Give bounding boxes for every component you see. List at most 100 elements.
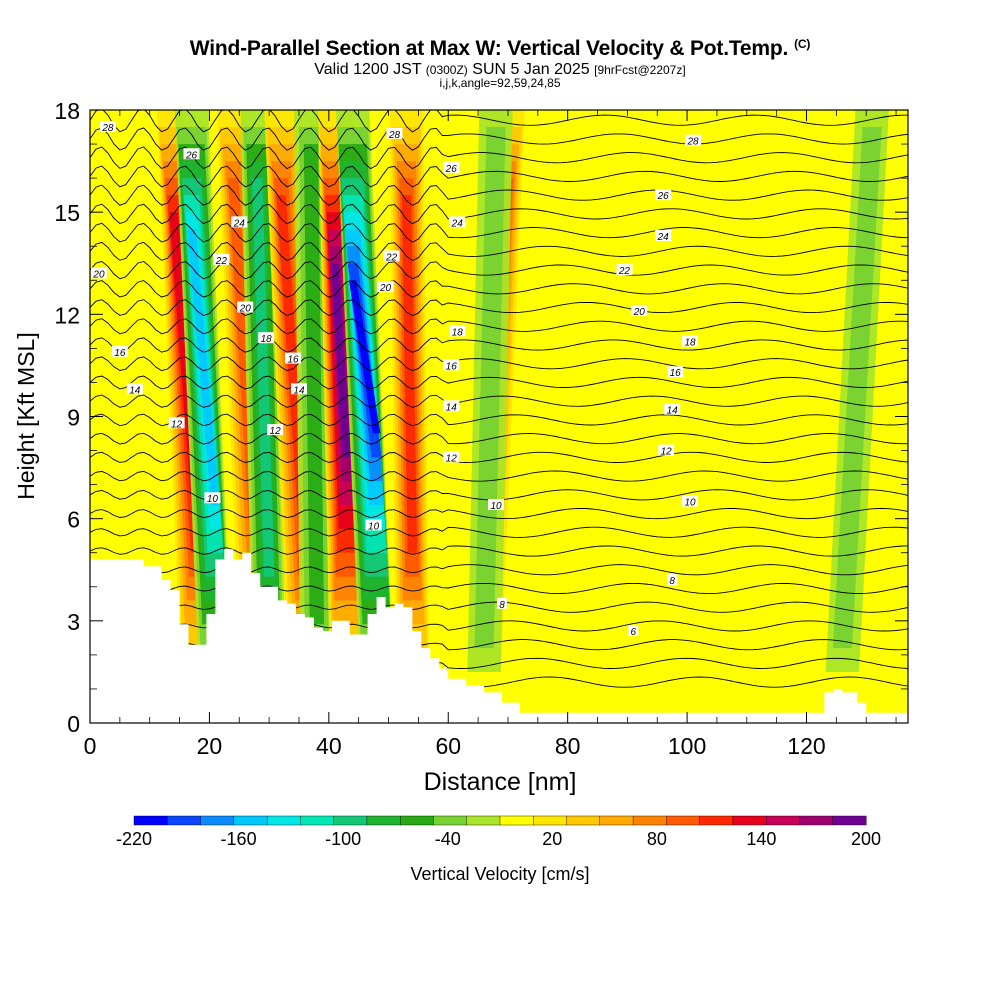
contour-label-bg: [383, 250, 400, 262]
contour-label-text: 18: [452, 327, 464, 338]
colorbar-tick-label: -160: [221, 829, 257, 849]
valid-date: SUN 5 Jan 2025: [472, 61, 590, 78]
colorbar-tick-label: 200: [851, 829, 881, 849]
contour-label: 16: [285, 352, 302, 366]
colorbar-swatch: [632, 815, 667, 826]
contour-label-text: 26: [185, 150, 198, 161]
contour-label: 10: [204, 492, 221, 505]
contour-label-text: 12: [270, 426, 282, 437]
x-tick-label: 40: [316, 733, 342, 759]
colorbar-swatch: [399, 815, 434, 826]
contour-label-text: 20: [633, 307, 646, 318]
contour-label-bg: [443, 161, 460, 173]
contour-label-text: 10: [490, 501, 502, 512]
contour-label: 20: [631, 304, 648, 318]
contour-label: 14: [126, 383, 143, 396]
colorbar-swatch: [566, 815, 601, 826]
contour-label-bg: [111, 345, 128, 357]
contour-label: 26: [183, 148, 200, 161]
colorbar-swatch: [799, 815, 834, 826]
terrain-mask: [90, 549, 908, 723]
contour-label: 14: [443, 400, 460, 413]
y-tick-label: 12: [54, 302, 80, 328]
isentrope-line: [90, 526, 908, 538]
velocity-band: [187, 229, 220, 505]
colorbar-swatch: [466, 815, 501, 826]
contour-label-bg: [290, 383, 307, 395]
contour-label-bg: [449, 325, 466, 337]
contour-label-text: 16: [446, 361, 458, 372]
contour-label-text: 10: [368, 521, 380, 532]
contour-label-text: 6: [631, 627, 637, 638]
isentrope-line: [90, 127, 908, 151]
isentrope-line: [90, 432, 908, 445]
colorbar-swatch: [533, 815, 568, 826]
contour-label: 20: [377, 281, 394, 294]
colorbar-swatch: [499, 815, 534, 826]
contour-label-text: 10: [685, 498, 697, 509]
colorbar-swatch: [366, 815, 401, 826]
x-tick-label: 0: [84, 733, 97, 759]
colorbar-swatch: [732, 815, 767, 826]
y-tick-label: 18: [54, 98, 80, 124]
x-tick-label: 100: [668, 733, 706, 759]
contour-label: 14: [664, 403, 681, 417]
contour-label-bg: [386, 127, 403, 139]
contour-label-text: 14: [446, 402, 458, 413]
velocity-band: [474, 127, 506, 649]
contour-label-bg: [655, 230, 672, 242]
isentrope-line: [90, 184, 908, 206]
isentrope-line: [90, 337, 908, 353]
contour-label-text: 16: [287, 355, 299, 366]
contour-label: 12: [658, 444, 675, 458]
isentrope-line: [90, 280, 908, 298]
contour-label-text: 28: [686, 137, 699, 148]
y-tick-label: 0: [67, 711, 80, 737]
isentrope-line: [90, 394, 908, 408]
chart-title: Wind-Parallel Section at Max W: Vertical…: [0, 37, 1000, 61]
colorbar-swatch: [266, 815, 301, 826]
contour-label: 24: [449, 216, 466, 229]
x-tick-label: 120: [787, 733, 825, 759]
contour-label-text: 16: [114, 348, 126, 359]
contour-label-bg: [258, 332, 275, 344]
contour-label-bg: [667, 366, 684, 378]
isentrope-line: [90, 545, 908, 557]
colorbar-swatch: [200, 815, 235, 826]
contour-label-bg: [204, 492, 221, 504]
contour-label: 28: [386, 127, 403, 141]
colorbar-label: Vertical Velocity [cm/s]: [410, 864, 589, 884]
contour-label: 12: [443, 451, 460, 464]
velocity-feature-8: [389, 110, 430, 672]
contour-label-bg: [267, 424, 284, 436]
contour-label: 28: [685, 134, 702, 148]
contour-label: 22: [383, 250, 400, 263]
colorbar-tick-label: -40: [435, 829, 461, 849]
contour-label-bg: [667, 573, 678, 585]
colorbar-swatch: [133, 815, 168, 826]
contour-label: 16: [443, 359, 460, 372]
contour-label: 26: [655, 189, 672, 202]
contour-label: 10: [682, 495, 699, 509]
contour-label-bg: [488, 499, 505, 511]
isentrope-line: [90, 241, 908, 262]
contour-label: 18: [682, 335, 699, 349]
contour-label-text: 26: [657, 191, 670, 202]
contour-label-text: 28: [101, 123, 114, 134]
contour-label-text: 16: [670, 368, 682, 379]
contour-label-bg: [496, 597, 507, 609]
contour-label-text: 8: [499, 600, 505, 611]
chart-subtitle: Valid 1200 JST (0300Z) SUN 5 Jan 2025 [9…: [0, 61, 1000, 79]
contour-label-bg: [231, 216, 248, 228]
contour-label-text: 22: [215, 256, 228, 267]
colorbar-tick-label: -100: [325, 829, 361, 849]
contour-label: 24: [655, 230, 672, 243]
colorbar-tick-label: 140: [746, 829, 776, 849]
colorbar-swatch: [167, 815, 202, 826]
isentrope-line: [90, 413, 908, 427]
isentrope-line: [90, 508, 908, 520]
velocity-band: [349, 280, 381, 434]
colorbar-swatch: [699, 815, 734, 826]
isentrope-line: [90, 356, 908, 372]
